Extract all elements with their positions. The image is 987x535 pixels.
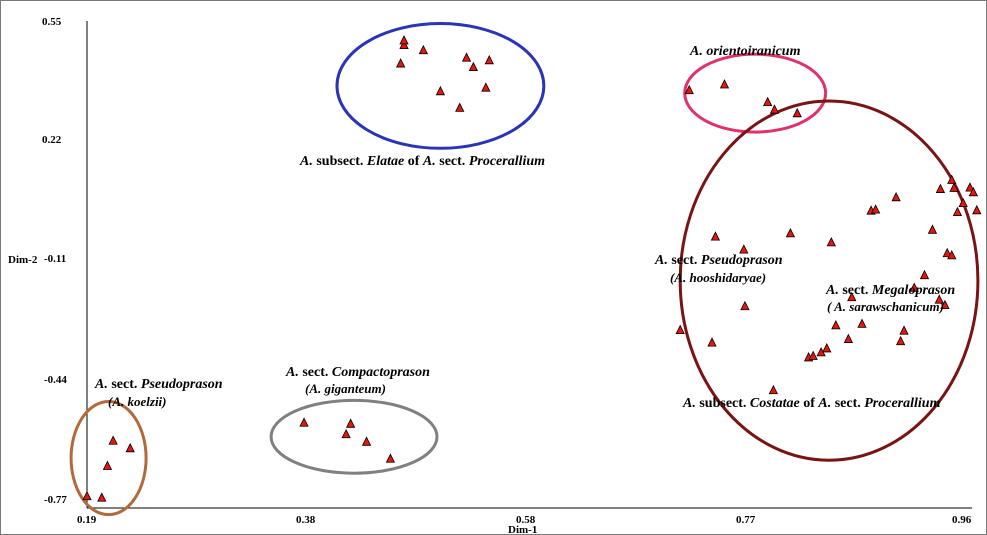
data-point [481,82,491,92]
y-tick-label: 0.55 [42,16,62,28]
data-point [484,54,494,65]
data-point [395,58,406,68]
elatae-label: A. subsect. Elatae of A. sect. Procerall… [299,154,545,169]
data-point [940,299,950,310]
compactoprason-ellipse [269,398,439,475]
data-point [361,436,372,446]
x-tick-label: 0.96 [952,514,972,526]
data-point [952,206,963,217]
data-point [97,492,107,502]
data-point [768,384,779,395]
data-point [299,417,309,427]
data-point [461,52,472,62]
pseudoprason-koelzii-label: A. sect. Pseudoprason [94,377,223,392]
data-point [947,174,957,184]
data-point [418,44,429,55]
data-point [899,325,909,335]
data-point [934,294,944,304]
data-point [435,85,446,96]
y-axis-title: Dim-2 [8,254,38,266]
pseudoprason-koelzii-label: (A. koelzii) [108,394,167,409]
data-point [82,490,92,501]
data-point [965,182,975,192]
data-point [455,102,465,112]
y-tick-label: 0.22 [42,134,62,146]
orientoiranicum-label: A. orientoiranicum [689,44,801,59]
data-point [399,39,409,50]
data-points [82,35,982,502]
data-point [740,300,750,311]
data-point [468,61,479,72]
costatae-label: A. subsect. Costatae of A. sect. Procera… [682,396,941,411]
data-point [935,183,946,193]
data-point [675,324,685,334]
data-point [968,186,979,197]
data-point [684,84,694,95]
data-point [895,335,906,346]
data-point [831,319,841,330]
elatae-ellipse [335,22,546,150]
data-point [739,244,749,254]
data-point [125,442,135,453]
compactoprason-label: A. sect. Compactoprason [285,365,430,380]
costatae-ellipse [678,99,980,462]
data-point [385,453,396,463]
y-tick-label: -0.11 [44,253,66,265]
data-point [769,104,780,114]
data-point [707,337,717,347]
data-point [947,249,957,260]
data-point [345,418,356,428]
data-point [909,282,919,292]
group-ellipses [69,22,980,517]
data-point [927,224,938,234]
data-point [108,435,118,445]
compactoprason-label: (A. giganteum) [305,381,386,396]
data-point [719,79,730,89]
data-point [399,35,409,45]
pseudoprason-hooshidaryae-label: A. sect. Pseudoprason [654,253,783,268]
data-point [826,237,836,247]
data-point [942,247,952,258]
x-tick-label: 0.19 [77,514,97,526]
pseudoprason-koelzii-ellipse [69,399,148,517]
megaloprason-label: A. sect. Megaloprason [825,283,955,298]
data-point [949,182,959,192]
y-tick-label: -0.77 [44,494,67,506]
y-tick-label: -0.44 [44,374,67,386]
data-point [891,191,901,202]
data-point [847,291,857,302]
data-point [102,460,113,470]
group-labels: A. sect. Pseudoprason (A. koelzii) A. sect… [94,44,955,411]
orientoiranicum-ellipse [683,52,828,134]
data-point [843,333,854,343]
data-point [785,228,796,238]
data-point [919,269,930,280]
data-point [822,343,832,353]
x-tick-label: 0.77 [736,514,756,526]
data-point [341,428,351,439]
data-point [792,107,802,118]
data-point [763,96,773,107]
pseudoprason-hooshidaryae-label: (A. hooshidaryae) [670,270,766,285]
x-tick-label: 0.58 [516,514,536,526]
data-point [958,197,968,208]
data-point [870,204,881,214]
data-point [857,318,867,328]
x-axis-title: Dim-1 [508,524,537,535]
data-point [710,231,721,241]
megaloprason-label: ( A. sarawschanicum) [827,299,944,314]
x-tick-label: 0.38 [296,514,316,526]
data-point [808,350,818,360]
data-point [972,204,982,215]
